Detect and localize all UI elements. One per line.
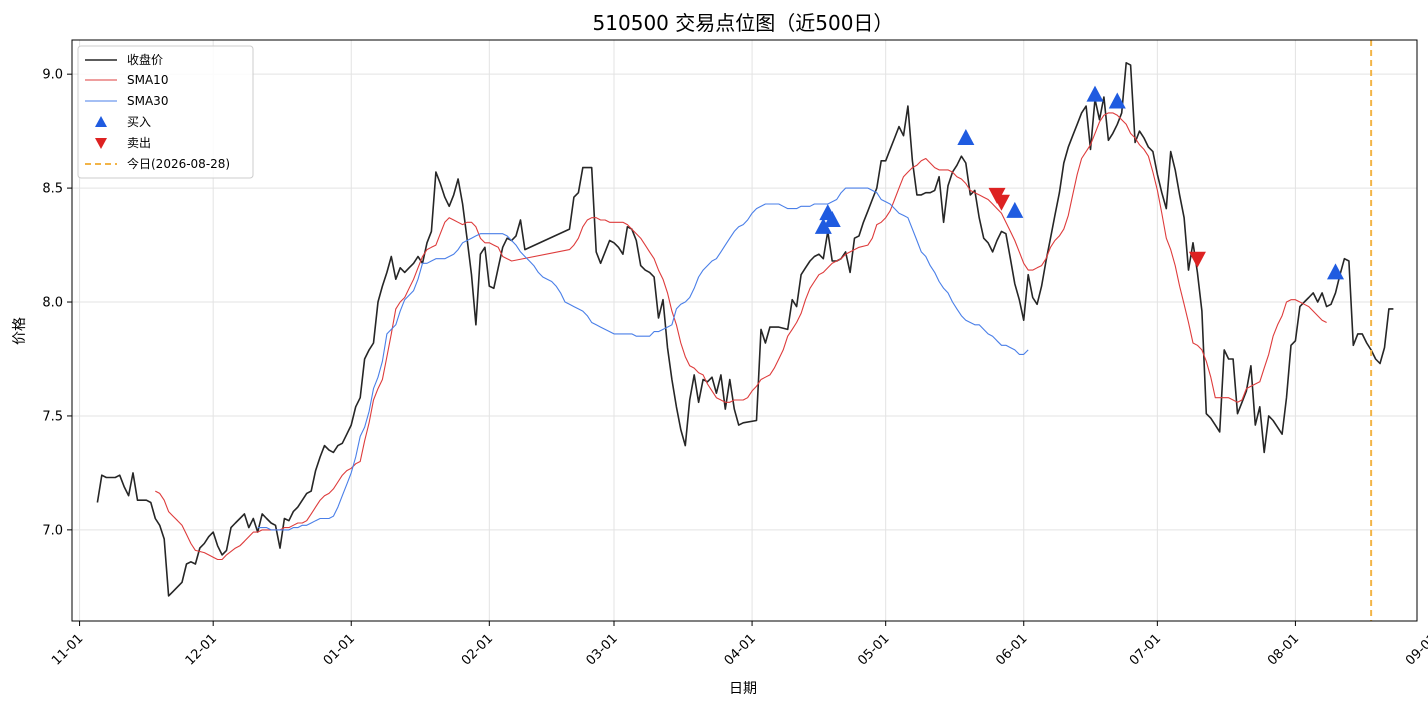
y-tick-label: 8.5 [42,182,63,197]
sell-marker [1188,251,1206,268]
legend-label-today: 今日(2026-08-28) [127,156,230,171]
y-axis-title: 价格 [12,317,28,345]
legend-swatch-sell [95,138,107,149]
close-price-line [96,62,1394,597]
chart-title: 510500 交易点位图（近500日） [593,11,894,35]
plot-frame [71,39,1418,622]
buy-marker [957,128,975,145]
legend-box [77,45,254,179]
sma10-line [155,112,1327,561]
buy-marker [1006,201,1024,218]
plot-area [71,39,1418,622]
sell-marker [992,194,1010,211]
legend-label-sma10: SMA10 [127,73,168,87]
y-axis: 7.0 7.5 8.0 8.5 9.0 [42,68,72,538]
y-tick-label: 9.0 [42,68,63,83]
sma30-line [257,187,1029,531]
buy-marker [1108,92,1126,109]
legend-label-sell: 卖出 [127,136,151,150]
series-layer [96,62,1394,597]
legend-swatch-buy [95,116,107,127]
y-tick-label: 7.0 [42,523,63,538]
grid [72,40,1417,621]
legend-label-close: 收盘价 [127,52,163,67]
signal-markers [814,40,1373,621]
y-tick-label: 8.0 [42,296,63,311]
x-axis-title: 日期 [729,681,757,697]
buy-marker [1086,85,1104,102]
buy-marker [814,217,832,234]
buy-marker [823,210,841,227]
legend-label-sma30: SMA30 [127,94,168,108]
buy-marker [1326,263,1344,280]
legend-label-buy: 买入 [127,115,151,129]
legend: 收盘价 SMA10 SMA30 买入 卖出 今日(2026-08-28) [77,45,254,179]
y-tick-label: 7.5 [42,409,63,424]
